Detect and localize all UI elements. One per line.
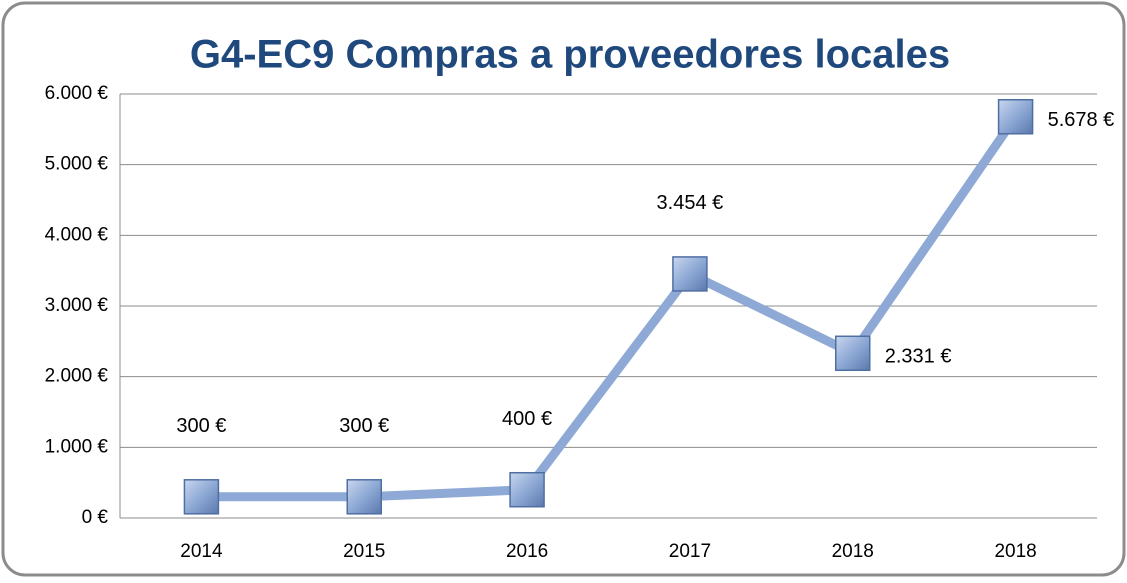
data-marker (672, 256, 708, 292)
x-tick-label: 2018 (832, 541, 874, 562)
data-label: 400 € (502, 408, 552, 430)
y-tick-label: 4.000 € (45, 224, 109, 245)
y-tick-label: 0 € (82, 507, 109, 528)
x-tick-label: 2014 (180, 541, 223, 562)
data-label: 5.678 € (1048, 109, 1115, 131)
x-tick-label: 2017 (669, 541, 711, 562)
data-marker (835, 335, 871, 372)
y-tick-label: 1.000 € (45, 436, 109, 457)
data-label: 300 € (176, 415, 226, 437)
data-label: 2.331 € (885, 346, 952, 368)
data-marker (509, 471, 545, 508)
x-tick-label: 2015 (343, 541, 385, 562)
data-label: 3.454 € (657, 192, 724, 214)
y-tick-label: 5.000 € (45, 154, 109, 175)
x-tick-label: 2018 (994, 541, 1036, 562)
data-marker (183, 479, 220, 515)
y-tick-label: 3.000 € (45, 295, 109, 316)
y-tick-label: 2.000 € (45, 366, 109, 387)
series-line (201, 114, 1020, 502)
data-marker (346, 479, 382, 515)
data-label: 300 € (339, 415, 389, 437)
x-tick-label: 2016 (506, 541, 548, 562)
data-marker (997, 99, 1034, 135)
y-tick-label: 6.000 € (45, 83, 109, 104)
chart-title: G4-EC9 Compras a proveedores locales (190, 33, 950, 77)
